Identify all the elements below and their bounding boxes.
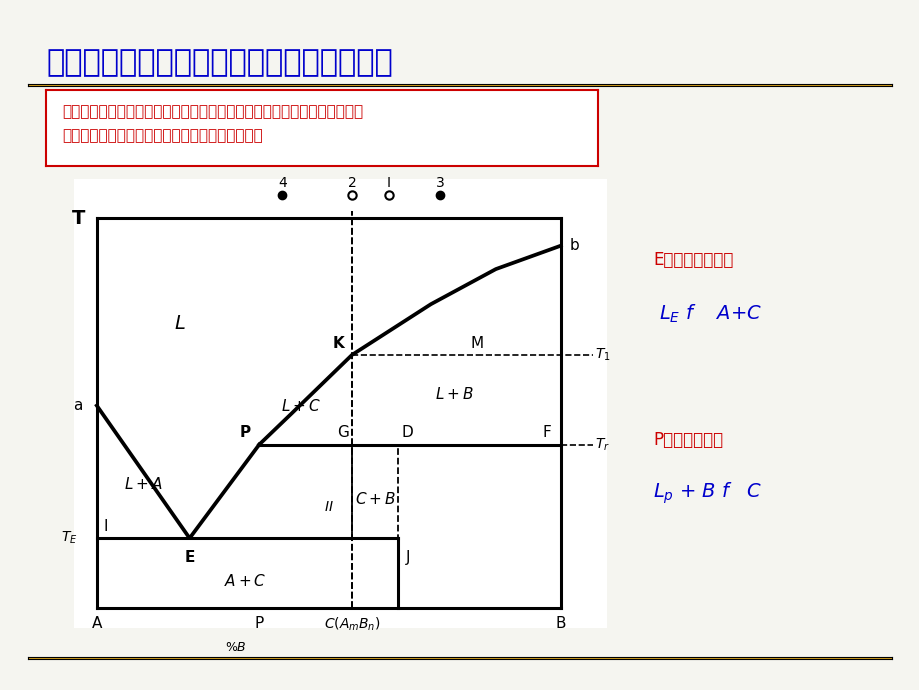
Text: 具有一个不一致融熔化合物的二元系统相图: 具有一个不一致融熔化合物的二元系统相图	[46, 48, 392, 77]
Text: P: P	[240, 426, 251, 440]
Text: $A+C$: $A+C$	[223, 573, 267, 589]
Text: T: T	[72, 209, 85, 228]
Text: 2: 2	[347, 177, 356, 190]
Text: B: B	[555, 616, 565, 631]
Text: D: D	[402, 426, 414, 440]
Text: J: J	[405, 550, 410, 565]
Text: 不一致融熔化合物：化合物加热到某一温度便发生分解，分解产物为一种液
相和一种晶相，二者组成与化合物组成均不相同。: 不一致融熔化合物：化合物加热到某一温度便发生分解，分解产物为一种液 相和一种晶相…	[62, 105, 363, 143]
Text: $L_E$ $f$    A+C: $L_E$ $f$ A+C	[658, 303, 761, 325]
Text: P: P	[255, 616, 264, 631]
Text: E: E	[184, 550, 195, 565]
Text: $II$: $II$	[323, 500, 334, 514]
Text: E点是低共熔点：: E点是低共熔点：	[652, 251, 732, 269]
Text: 4: 4	[278, 177, 287, 190]
Text: $L_p$ + B $f$   C: $L_p$ + B $f$ C	[652, 481, 762, 506]
Text: P点是转熔点：: P点是转熔点：	[652, 431, 722, 448]
Text: $T_r$: $T_r$	[595, 436, 609, 453]
Text: $L+A$: $L+A$	[124, 475, 163, 491]
Text: $C+B$: $C+B$	[355, 491, 395, 507]
Text: $L+C$: $L+C$	[280, 397, 321, 413]
Text: $C(A_mB_n)$: $C(A_mB_n)$	[323, 615, 380, 633]
Text: G: G	[336, 426, 348, 440]
Text: I: I	[104, 519, 108, 534]
Text: b: b	[569, 238, 579, 253]
Text: F: F	[542, 426, 550, 440]
Text: L: L	[175, 314, 186, 333]
Text: A: A	[92, 616, 102, 631]
Text: $T_E$: $T_E$	[61, 530, 77, 546]
Text: $L+B$: $L+B$	[435, 386, 473, 402]
Text: 3: 3	[436, 177, 444, 190]
Text: K: K	[332, 336, 344, 351]
Text: $\%B$: $\%B$	[225, 641, 246, 654]
Text: $T_1$: $T_1$	[594, 346, 610, 363]
Text: I: I	[387, 177, 391, 190]
Text: M: M	[471, 336, 483, 351]
Text: a: a	[74, 398, 83, 413]
